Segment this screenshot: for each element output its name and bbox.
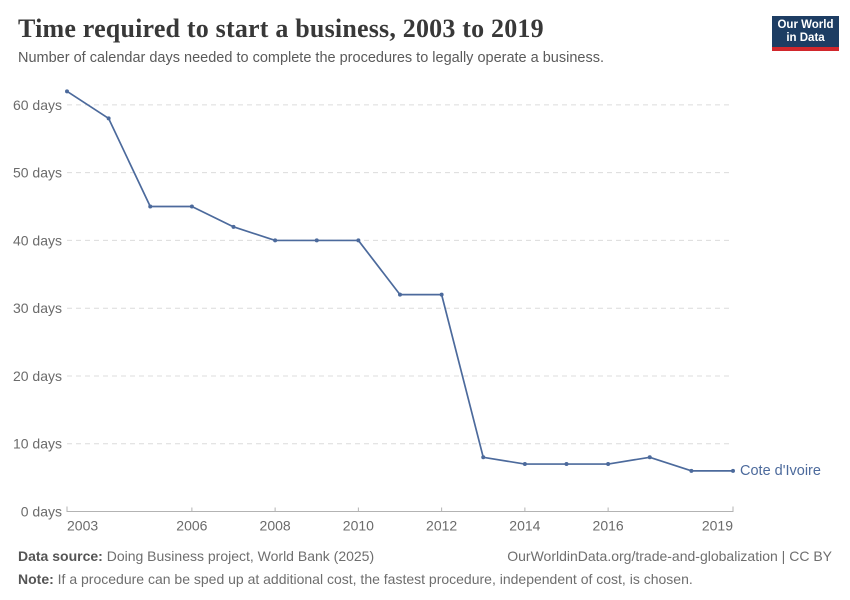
footer-note-label: Note: (18, 571, 54, 588)
owid-logo[interactable]: Our World in Data (772, 16, 839, 51)
data-point (106, 116, 111, 121)
x-axis-tick-label: 2012 (426, 518, 457, 534)
data-point (731, 468, 735, 473)
data-point (439, 292, 444, 297)
data-point (356, 238, 361, 243)
y-axis-tick-label: 40 days (13, 232, 62, 248)
series-end-label: Cote d'Ivoire (740, 463, 821, 479)
y-axis-tick-label: 60 days (13, 97, 62, 113)
footer-citation-link[interactable]: OurWorldinData.org/trade-and-globalizati… (507, 548, 832, 564)
data-source-text: Doing Business project, World Bank (2025… (102, 548, 375, 564)
data-point (398, 292, 402, 297)
data-point (481, 455, 486, 460)
chart-subtitle: Number of calendar days needed to comple… (18, 50, 604, 66)
x-axis-tick-label: 2008 (260, 518, 291, 534)
y-axis-tick-label: 30 days (13, 300, 62, 316)
series-line (66, 90, 733, 472)
chart-footer: Data source: Doing Business project, Wor… (18, 548, 832, 587)
x-axis-tick-label: 2006 (176, 518, 207, 534)
data-point (522, 462, 527, 467)
data-source-label: Data source: (18, 548, 103, 564)
y-axis-tick-label: 50 days (13, 165, 62, 181)
data-source: Data source: Doing Business project, Wor… (18, 548, 374, 564)
x-axis-tick-label: 2016 (593, 518, 624, 534)
y-axis-tick-label: 10 days (13, 436, 62, 452)
data-point (606, 462, 611, 467)
y-axis-tick-label: 20 days (13, 368, 62, 384)
x-axis-line (66, 506, 734, 512)
data-point (189, 204, 194, 209)
footer-note: Note: If a procedure can be sped up at a… (18, 571, 832, 587)
x-axis-tick-label: 2014 (509, 518, 540, 534)
owid-logo-line2: in Data (786, 31, 825, 44)
data-point (231, 224, 236, 229)
chart-title: Time required to start a business, 2003 … (18, 14, 544, 43)
footer-note-text: If a procedure can be sped up at additio… (53, 571, 693, 588)
owid-logo-line1: Our World (777, 18, 834, 31)
data-point (65, 89, 69, 94)
line-chart: 0 days 10 days 20 days 30 days 40 days 50 day… (13, 89, 821, 534)
data-point (689, 468, 694, 473)
data-point (148, 204, 153, 209)
data-point (314, 238, 319, 243)
data-point (564, 462, 569, 467)
y-axis-tick-label: 0 days (21, 504, 62, 520)
data-point (273, 238, 278, 243)
x-axis-tick-label: 2019 (702, 518, 733, 534)
data-point (647, 455, 652, 460)
x-axis-tick-label: 2003 (67, 518, 98, 534)
x-axis-tick-label: 2010 (343, 518, 374, 534)
